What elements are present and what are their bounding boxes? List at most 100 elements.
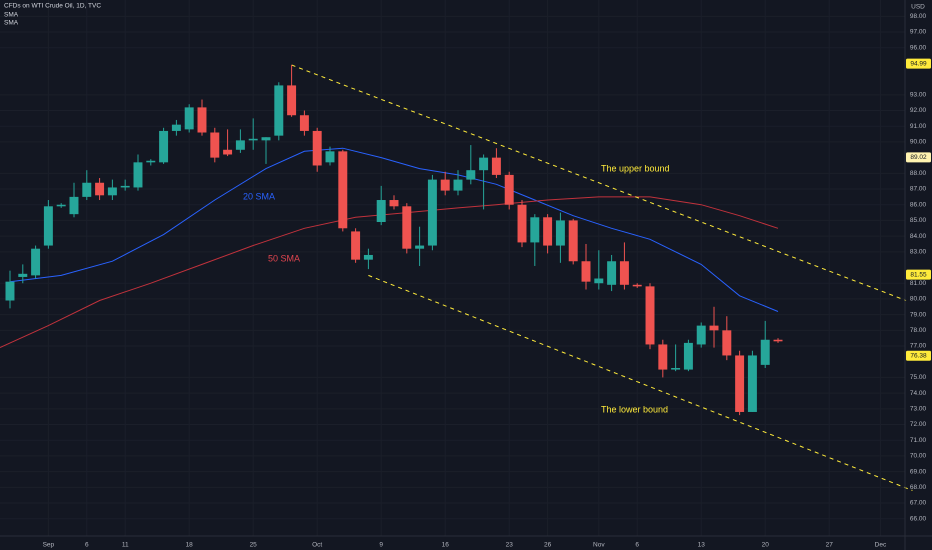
candle-body (709, 325, 719, 331)
y-tick-label: 98.00 (910, 13, 927, 20)
candle-body (427, 179, 437, 246)
candle-body (389, 200, 399, 207)
x-tick-label: 18 (186, 542, 194, 549)
candle-body (735, 355, 745, 412)
candle-body (287, 85, 297, 116)
candle-body (107, 187, 117, 196)
candle-body (325, 151, 335, 163)
candle-body (171, 124, 181, 131)
candle-body (299, 115, 309, 131)
y-tick-label: 87.00 (910, 186, 927, 193)
y-tick-label: 72.00 (910, 421, 927, 428)
candle-body (683, 342, 693, 370)
y-tick-label: 69.00 (910, 468, 927, 475)
trendline (291, 64, 907, 301)
x-tick-label: 27 (826, 542, 834, 549)
y-tick-label: 80.00 (910, 296, 927, 303)
y-tick-label: 91.00 (910, 123, 927, 130)
price-label: 89.02 (910, 154, 927, 161)
x-tick-label: 26 (544, 542, 552, 549)
x-tick-label: 25 (250, 542, 258, 549)
candle-body (773, 339, 783, 342)
y-tick-label: 67.00 (910, 500, 927, 507)
candle-body (722, 330, 732, 356)
candle-body (594, 278, 604, 284)
candle-body (543, 217, 553, 246)
y-tick-label: 75.00 (910, 374, 927, 381)
candle-body (466, 170, 476, 180)
candle-body (491, 157, 501, 175)
candle-body (56, 204, 66, 207)
candle-body (31, 248, 41, 276)
candle-body (479, 157, 489, 171)
candle-body (274, 85, 284, 136)
candle-body (248, 138, 258, 141)
price-label: 81.55 (910, 271, 927, 278)
annotation: 20 SMA (243, 191, 275, 201)
candle-body (235, 140, 245, 150)
y-tick-label: 97.00 (910, 29, 927, 36)
chart-title: CFDs on WTI Crude Oil, 1D, TVC (4, 3, 101, 10)
candle-body (517, 204, 527, 243)
x-tick-label: Dec (875, 542, 887, 549)
y-tick-label: 90.00 (910, 139, 927, 146)
candle-body (504, 174, 514, 205)
candle-body (210, 132, 220, 158)
y-tick-label: 93.00 (910, 92, 927, 99)
candle-body (184, 107, 194, 130)
candle-body (530, 217, 540, 243)
y-tick-label: 92.00 (910, 107, 927, 114)
x-tick-label: 6 (635, 542, 639, 549)
candle-body (555, 220, 565, 246)
candle-body (133, 162, 143, 188)
x-tick-label: 20 (762, 542, 770, 549)
price-label-bg (906, 152, 931, 163)
price-label: 94.99 (910, 60, 927, 67)
y-tick-label: 73.00 (910, 406, 927, 413)
x-tick-label: Oct (312, 542, 322, 549)
y-tick-label: 74.00 (910, 390, 927, 397)
candle-body (223, 149, 233, 155)
y-tick-label: 71.00 (910, 437, 927, 444)
indicator-label: SMA (4, 20, 19, 27)
candle-body (43, 206, 53, 246)
annotation: The lower bound (601, 404, 668, 414)
candle-body (453, 179, 463, 191)
candle-body (338, 151, 348, 229)
candle-body (619, 261, 629, 285)
annotation: 50 SMA (268, 253, 300, 263)
candle-body (747, 355, 757, 412)
candle-body (402, 206, 412, 249)
candle-body (197, 107, 207, 133)
price-label-bg (906, 269, 931, 280)
y-tick-label: 85.00 (910, 217, 927, 224)
x-tick-label: 6 (85, 542, 89, 549)
candle-body (632, 284, 642, 287)
candle-body (607, 261, 617, 285)
y-tick-label: 83.00 (910, 249, 927, 256)
candle-body (82, 182, 92, 197)
candle-body (146, 160, 156, 163)
candle-body (69, 196, 79, 215)
price-label-bg (906, 58, 931, 69)
candle-body (760, 339, 770, 365)
annotation: The upper bound (601, 163, 670, 173)
y-tick-label: 66.00 (910, 515, 927, 522)
trendline (368, 274, 913, 491)
y-tick-label: 70.00 (910, 453, 927, 460)
y-tick-label: 84.00 (910, 233, 927, 240)
candle-body (18, 273, 28, 277)
candle-body (159, 130, 169, 163)
y-tick-label: 77.00 (910, 343, 927, 350)
y-tick-label: 68.00 (910, 484, 927, 491)
price-label: 76.38 (910, 352, 927, 359)
y-tick-label: 79.00 (910, 311, 927, 318)
candle-body (376, 200, 386, 222)
x-tick-label: Nov (593, 542, 605, 549)
x-tick-label: 16 (442, 542, 450, 549)
x-tick-label: 11 (122, 542, 129, 549)
x-tick-label: 9 (379, 542, 383, 549)
y-tick-label: 78.00 (910, 327, 927, 334)
